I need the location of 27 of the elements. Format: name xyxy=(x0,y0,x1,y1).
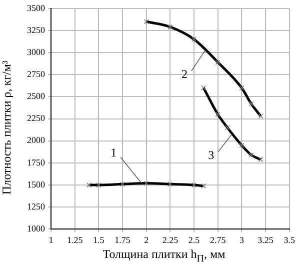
x-tick-label: 3.5 xyxy=(284,234,296,245)
x-tick-label: 3.25 xyxy=(258,234,274,245)
x-tick-label: 1.25 xyxy=(66,234,84,245)
x-tick-label: 1 xyxy=(48,234,54,245)
y-tick-label: 3500 xyxy=(27,2,46,13)
x-tick-label: 2.75 xyxy=(210,234,226,245)
x-tick-label: 2.25 xyxy=(162,234,179,245)
annotation: 3 xyxy=(208,148,214,162)
annotation: 1 xyxy=(110,145,117,160)
x-tick-label: 1.5 xyxy=(93,234,105,245)
x-tick-label: 2 xyxy=(144,234,149,245)
y-tick-label: 3250 xyxy=(27,24,46,35)
x-tick-label: 3 xyxy=(239,234,244,245)
y-tick-label: 2500 xyxy=(27,91,46,102)
y-tick-label: 2000 xyxy=(27,135,46,146)
y-tick-label: 1500 xyxy=(27,179,46,190)
y-tick-label: 3000 xyxy=(27,46,46,57)
annotation: 2 xyxy=(181,67,188,82)
y-tick-label: 1250 xyxy=(27,201,46,212)
x-tick-label: 2.5 xyxy=(188,234,200,245)
y-axis-title: Плотность плитки ρ, кг/м³ xyxy=(0,59,14,197)
y-tick-label: 1750 xyxy=(27,157,46,168)
y-tick-label: 1000 xyxy=(27,224,46,234)
x-tick-label: 1.75 xyxy=(114,234,131,245)
y-tick-label: 2750 xyxy=(27,69,46,79)
y-tick-label: 2250 xyxy=(27,113,46,124)
x-axis-title: Толщина плитки h$_{П}$, мм xyxy=(102,247,226,264)
